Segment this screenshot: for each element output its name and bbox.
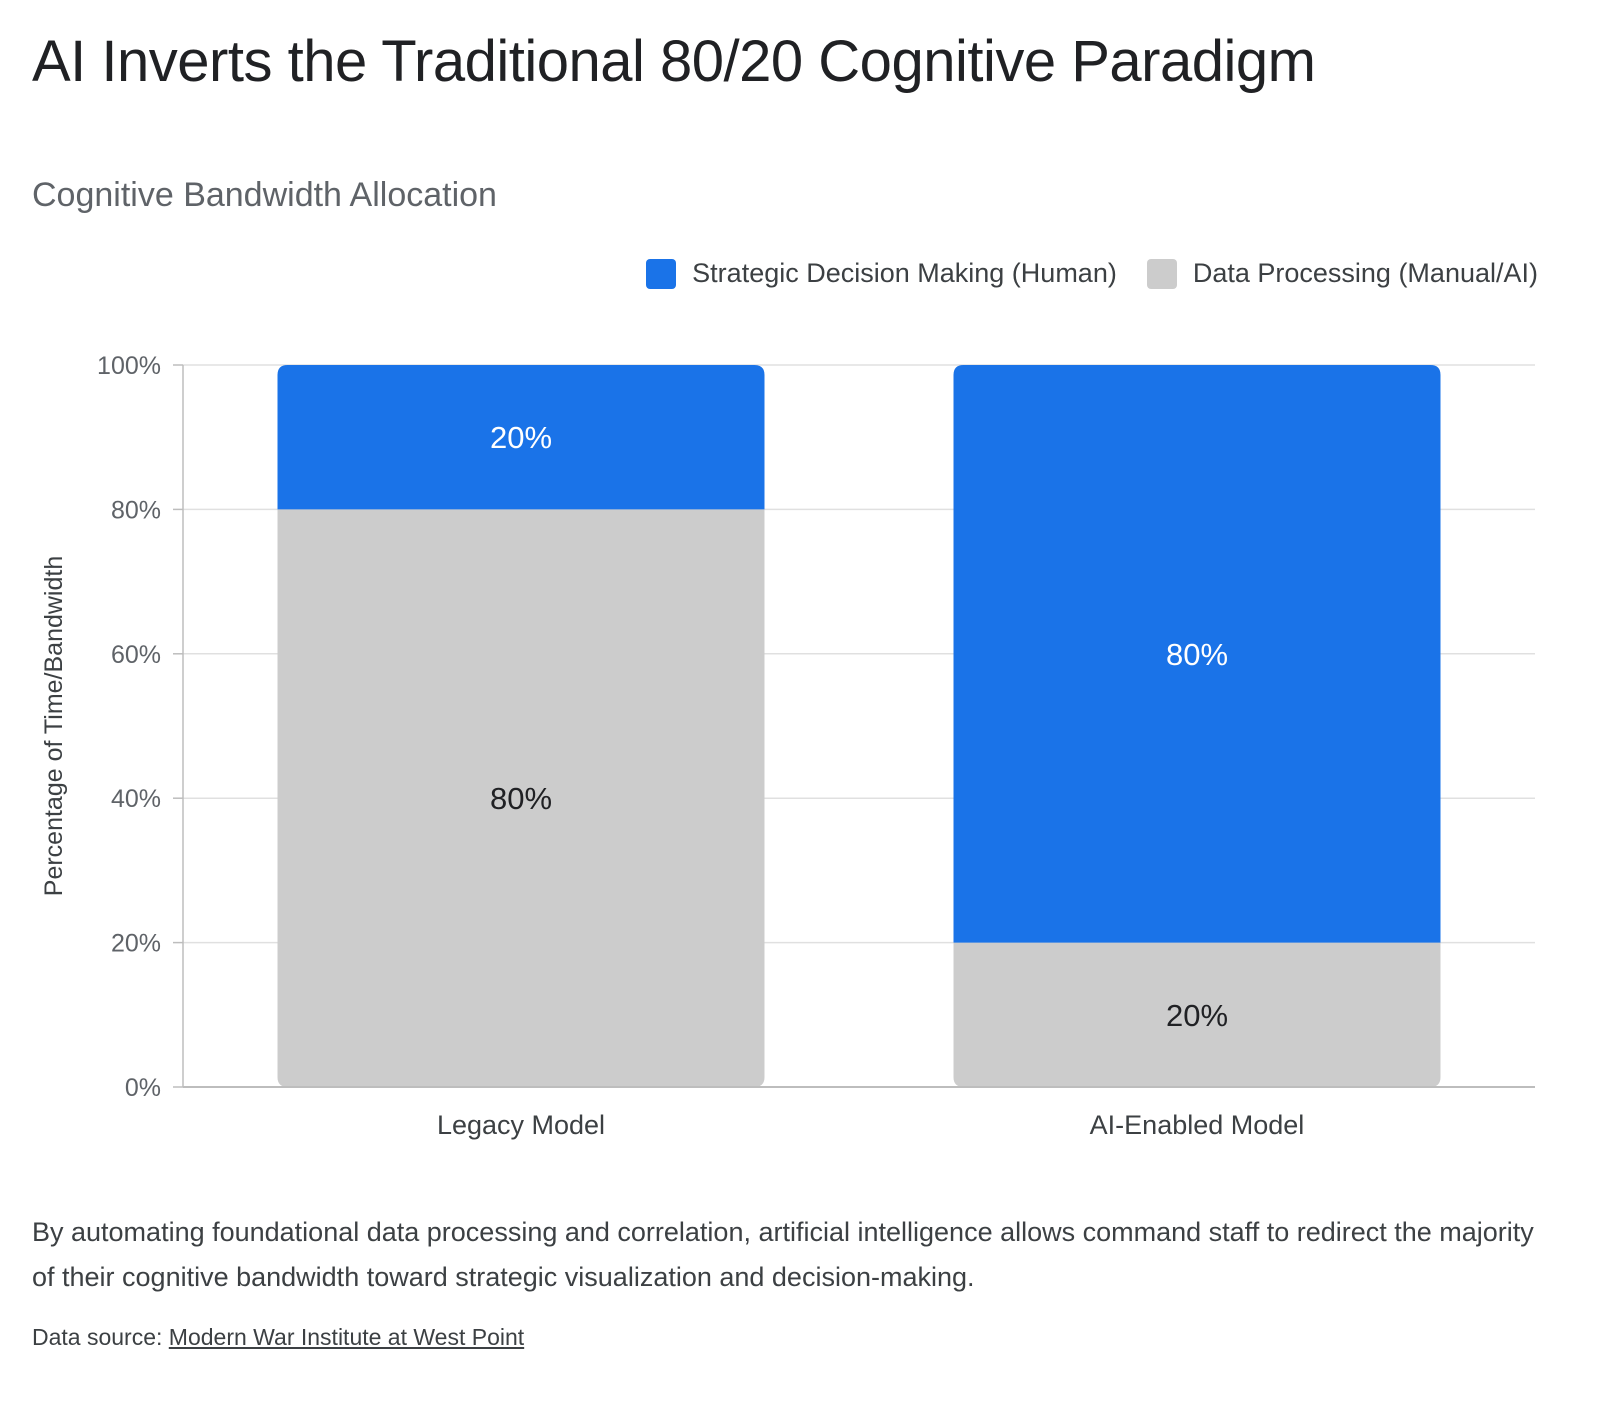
y-tick-label: 40% — [111, 785, 161, 813]
legend-label-processing: Data Processing (Manual/AI) — [1192, 258, 1538, 288]
bar-segment-strategic[interactable] — [277, 365, 765, 510]
y-tick-label: 0% — [125, 1074, 161, 1102]
legend-label-strategic: Strategic Decision Making (Human) — [692, 258, 1117, 288]
data-label: 80% — [1166, 637, 1228, 672]
y-tick-label: 60% — [111, 641, 161, 669]
data-label: 20% — [1166, 998, 1228, 1033]
legend-item-processing: Data Processing (Manual/AI) — [1146, 258, 1538, 289]
bar-segment-processing[interactable] — [277, 509, 765, 1087]
data-source-prefix: Data source: — [32, 1324, 169, 1350]
data-source-link[interactable]: Modern War Institute at West Point — [168, 1324, 525, 1350]
bar-segment-strategic[interactable] — [953, 365, 1441, 943]
y-tick-label: 100% — [97, 352, 161, 380]
data-label: 20% — [490, 420, 552, 455]
y-tick-label: 80% — [111, 496, 161, 524]
y-axis-title: Percentage of Time/Bandwidth — [40, 556, 68, 896]
data-source: Data source: Modern War Institute at Wes… — [32, 1324, 524, 1351]
legend: Strategic Decision Making (Human) Data P… — [646, 258, 1538, 289]
y-tick-label: 20% — [111, 930, 161, 958]
data-label: 80% — [490, 781, 552, 816]
bar-segment-processing[interactable] — [953, 942, 1441, 1087]
x-tick-label: Legacy Model — [437, 1110, 605, 1140]
x-tick-label: AI-Enabled Model — [1090, 1110, 1305, 1140]
legend-swatch-strategic — [646, 258, 677, 289]
chart-title: AI Inverts the Traditional 80/20 Cogniti… — [32, 29, 1316, 94]
legend-swatch-processing — [1146, 258, 1177, 289]
chart-caption: By automating foundational data processi… — [32, 1217, 1534, 1292]
stacked-bar-chart: 0% 20% 40% 60% 80% 100% Percentage of Time/Ban… — [40, 352, 1535, 1140]
legend-item-strategic: Strategic Decision Making (Human) — [646, 258, 1117, 289]
chart-subtitle: Cognitive Bandwidth Allocation — [32, 176, 497, 214]
